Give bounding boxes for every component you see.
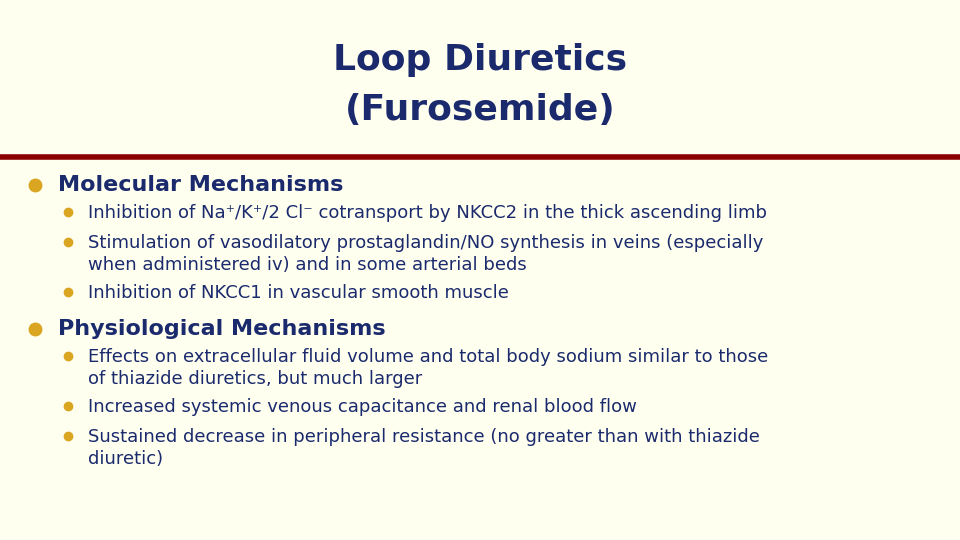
Text: Loop Diuretics: Loop Diuretics <box>333 43 627 77</box>
Text: Molecular Mechanisms: Molecular Mechanisms <box>58 175 344 195</box>
Text: of thiazide diuretics, but much larger: of thiazide diuretics, but much larger <box>88 370 422 388</box>
Text: Effects on extracellular fluid volume and total body sodium similar to those: Effects on extracellular fluid volume an… <box>88 348 768 366</box>
Text: (Furosemide): (Furosemide) <box>345 93 615 127</box>
Text: Inhibition of NKCC1 in vascular smooth muscle: Inhibition of NKCC1 in vascular smooth m… <box>88 284 509 302</box>
Text: when administered iv) and in some arterial beds: when administered iv) and in some arteri… <box>88 256 527 274</box>
Text: Increased systemic venous capacitance and renal blood flow: Increased systemic venous capacitance an… <box>88 398 636 416</box>
Text: Stimulation of vasodilatory prostaglandin/NO synthesis in veins (especially: Stimulation of vasodilatory prostaglandi… <box>88 234 763 252</box>
Text: Inhibition of Na⁺/K⁺/2 Cl⁻ cotransport by NKCC2 in the thick ascending limb: Inhibition of Na⁺/K⁺/2 Cl⁻ cotransport b… <box>88 204 767 222</box>
Text: diuretic): diuretic) <box>88 450 163 468</box>
Text: Sustained decrease in peripheral resistance (no greater than with thiazide: Sustained decrease in peripheral resista… <box>88 428 760 446</box>
Text: Physiological Mechanisms: Physiological Mechanisms <box>58 319 386 339</box>
